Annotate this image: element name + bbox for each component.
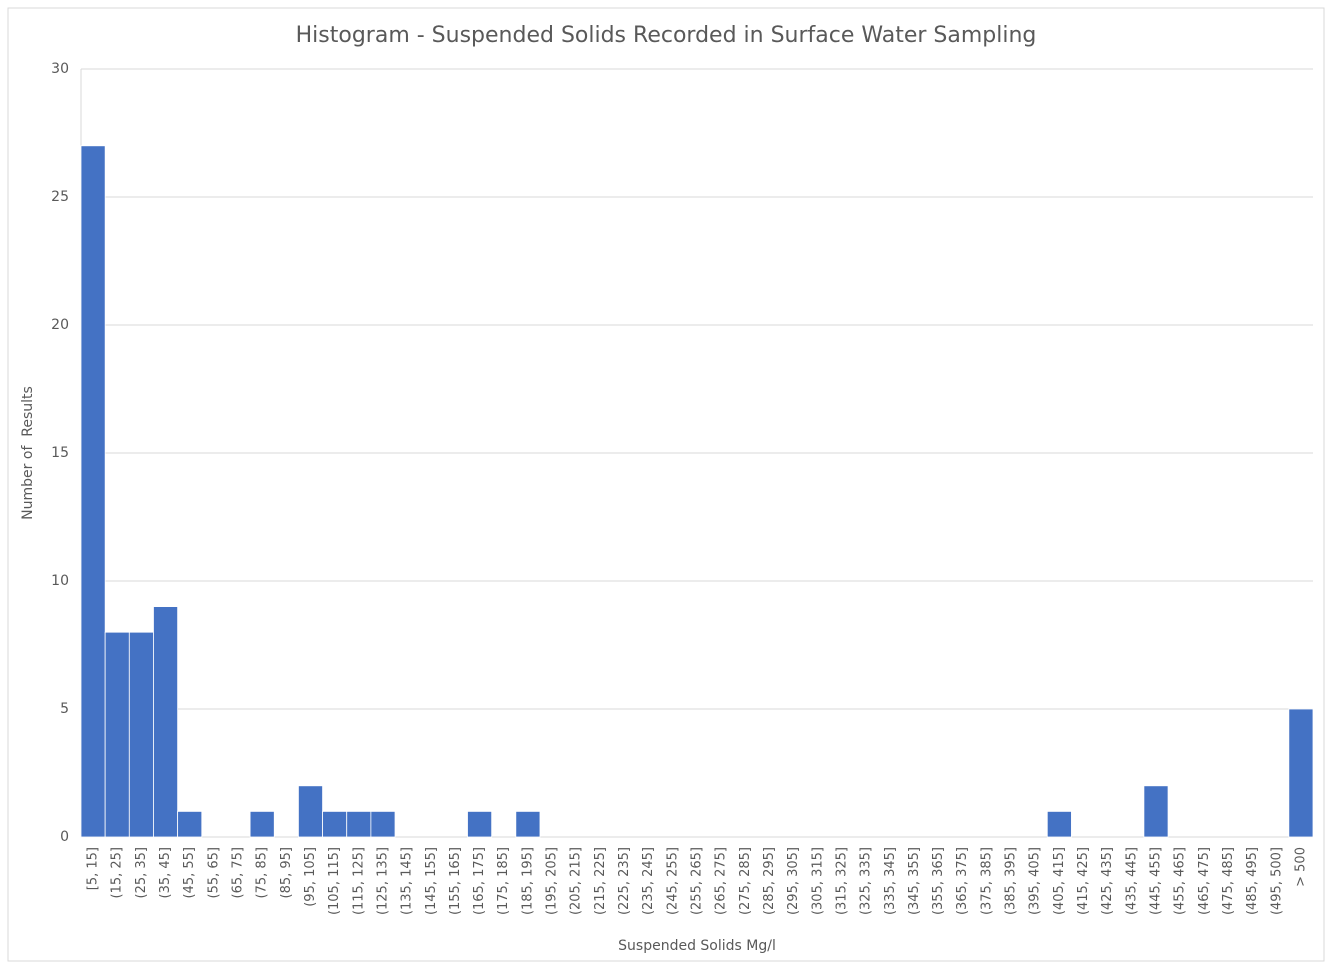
x-tick-label: (245, 255] (665, 847, 680, 915)
x-tick-label: (45, 55] (182, 847, 197, 899)
x-axis-label: Suspended Solids Mg/l (618, 938, 776, 954)
x-tick-label: (115, 125] (351, 847, 366, 915)
bar (1143, 785, 1169, 838)
x-tick-label: (425, 435] (1100, 847, 1115, 915)
chart-border (7, 7, 1325, 962)
x-tick-label: (345, 355] (907, 847, 922, 915)
x-tick-label: (235, 245] (641, 847, 656, 915)
x-tick-label: (205, 215] (569, 847, 584, 915)
bar (370, 811, 396, 838)
x-tick-label: (85, 95] (279, 847, 294, 899)
x-tick-label: (15, 25] (110, 847, 125, 899)
x-tick-label: (55, 65] (206, 847, 221, 899)
x-tick-label: (365, 375] (955, 847, 970, 915)
bar (322, 811, 348, 838)
bar (249, 811, 275, 838)
x-tick-label: (355, 365] (931, 847, 946, 915)
x-tick-label: (265, 275] (714, 847, 729, 915)
x-tick-label: (255, 265] (690, 847, 705, 915)
x-tick-label: (325, 335] (859, 847, 874, 915)
x-tick-label: (135, 145] (400, 847, 415, 915)
y-tick-label: 20 (51, 317, 69, 333)
x-tick-label: (125, 135] (375, 847, 390, 915)
x-tick-label: (395, 405] (1028, 847, 1043, 915)
bar (298, 785, 323, 838)
y-tick-label: 30 (51, 61, 69, 77)
x-tick-label: (185, 195] (520, 847, 535, 915)
x-tick-label: [5, 15] (86, 847, 101, 890)
x-tick-label: (405, 415] (1052, 847, 1067, 915)
x-tick-label: (475, 485] (1221, 847, 1236, 915)
x-tick-label: (485, 495] (1245, 847, 1260, 915)
x-tick-label: (285, 295] (762, 847, 777, 915)
y-tick-label: 5 (60, 701, 69, 717)
x-tick-label: > 500 (1293, 847, 1308, 887)
bar (1046, 811, 1072, 838)
x-tick-label: (75, 85] (255, 847, 270, 899)
x-tick-label: (495, 500] (1269, 847, 1284, 915)
x-tick-label: (195, 205] (545, 847, 560, 915)
bar (467, 811, 493, 838)
x-tick-label: (175, 185] (496, 847, 511, 915)
bar (1288, 708, 1314, 838)
x-tick-label: (35, 45] (158, 847, 173, 899)
bar (177, 811, 203, 838)
chart-title: Histogram - Suspended Solids Recorded in… (296, 23, 1037, 48)
x-tick-label: (455, 465] (1173, 847, 1188, 915)
y-tick-label: 15 (51, 445, 69, 461)
x-tick-label: (225, 235] (617, 847, 632, 915)
x-tick-label: (375, 385] (979, 847, 994, 915)
x-tick-label: (95, 105] (303, 847, 318, 907)
x-tick-label: (105, 115] (327, 847, 342, 915)
y-tick-label: 0 (60, 829, 69, 845)
bar (80, 145, 106, 838)
x-tick-label: (415, 425] (1076, 847, 1091, 915)
x-tick-label: (145, 155] (424, 847, 439, 915)
x-tick-label: (385, 395] (1004, 847, 1019, 915)
x-tick-label: (25, 35] (134, 847, 149, 899)
x-tick-label: (435, 445] (1124, 847, 1139, 915)
x-tick-label: (275, 285] (738, 847, 753, 915)
x-tick-label: (335, 345] (883, 847, 898, 915)
x-tick-label: (165, 175] (472, 847, 487, 915)
y-axis-label: Number of Results (20, 386, 36, 520)
bar (346, 811, 372, 838)
y-tick-label: 10 (51, 573, 69, 589)
x-tick-label: (445, 455] (1148, 847, 1163, 915)
x-tick-label: (65, 75] (231, 847, 246, 899)
bar (515, 811, 541, 838)
y-tick-label: 25 (51, 189, 69, 205)
x-tick-label: (295, 305] (786, 847, 801, 915)
bar (128, 631, 154, 838)
x-tick-label: (315, 325] (834, 847, 849, 915)
x-tick-label: (155, 165] (448, 847, 463, 915)
bar (104, 631, 130, 838)
x-tick-label: (215, 225] (593, 847, 608, 915)
bar (153, 606, 179, 838)
x-tick-label: (305, 315] (810, 847, 825, 915)
x-tick-label: (465, 475] (1197, 847, 1212, 915)
